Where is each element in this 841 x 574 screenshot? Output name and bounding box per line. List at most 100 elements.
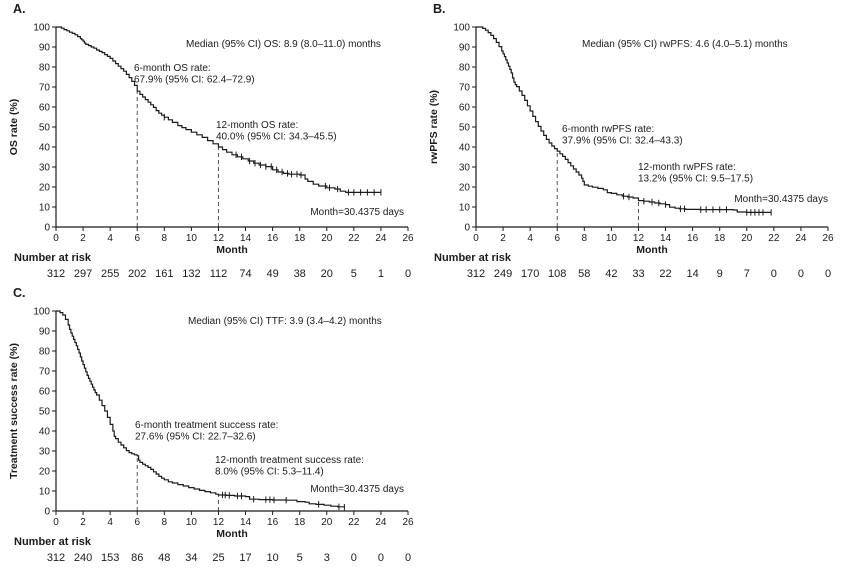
annotations: Median (95% CI) rwPFS: 4.6 (4.0–5.1) mon… — [562, 39, 828, 205]
x-axis-title: Month — [636, 244, 668, 256]
y-tick-label: 50 — [459, 123, 471, 134]
x-axis-title: Month — [216, 244, 248, 256]
y-tick-label: 60 — [459, 103, 471, 114]
x-tick-label: 14 — [660, 233, 672, 244]
x-tick-label: 12 — [213, 233, 225, 244]
risk-count: 0 — [378, 552, 384, 564]
risk-count: 240 — [74, 552, 92, 564]
annotation: 67.9% (95% CI: 62.4–72.9) — [134, 75, 255, 86]
x-tick-label: 26 — [822, 233, 834, 244]
annotation: 37.9% (95% CI: 32.4–43.3) — [562, 136, 683, 147]
x-tick-label: 24 — [795, 233, 807, 244]
risk-count: 22 — [659, 268, 671, 280]
risk-count: 5 — [297, 552, 303, 564]
x-tick-label: 8 — [162, 517, 168, 528]
x-tick-label: 20 — [321, 233, 333, 244]
risk-count: 170 — [521, 268, 539, 280]
risk-table: Number at risk 312 249 170 108 58 42 33 22 14 9 7 0 0… — [434, 252, 831, 280]
risk-count: 20 — [321, 268, 333, 280]
x-tick-label: 24 — [375, 517, 387, 528]
x-tick-label: 18 — [294, 233, 306, 244]
y-tick-label: 40 — [39, 143, 51, 154]
annotation: Month=30.4375 days — [310, 207, 404, 218]
panel-a: A. 0 10 20 30 40 50 60 70 80 90 100 0 2 4 6 8 10 12 14 16 18… — [0, 0, 420, 290]
reference-dashed-lines — [556, 151, 639, 227]
x-tick-label: 6 — [554, 233, 560, 244]
risk-count: 58 — [578, 268, 590, 280]
x-tick-label: 4 — [107, 517, 113, 528]
x-tick-label: 0 — [53, 517, 59, 528]
annotation: Month=30.4375 days — [734, 194, 828, 205]
risk-table-label: Number at risk — [434, 252, 512, 264]
y-tick-label: 60 — [39, 387, 51, 398]
y-tick-label: 40 — [459, 143, 471, 154]
x-tick-label: 12 — [213, 517, 225, 528]
y-tick-label: 100 — [453, 23, 470, 34]
y-tick-label: 20 — [459, 183, 471, 194]
y-tick-label: 30 — [39, 163, 51, 174]
x-tick-label: 8 — [162, 233, 168, 244]
reference-dashed-lines — [136, 455, 219, 511]
y-tick-label: 100 — [33, 307, 50, 318]
x-tick-label: 6 — [134, 517, 140, 528]
x-tick-label: 22 — [348, 517, 360, 528]
x-tick-label: 0 — [473, 233, 479, 244]
censor-marks — [163, 114, 382, 196]
risk-count: 312 — [467, 268, 485, 280]
risk-count: 74 — [239, 268, 251, 280]
y-axis-title: rwPFS rate (%) — [428, 90, 440, 164]
risk-count: 249 — [494, 268, 512, 280]
risk-count: 1 — [378, 268, 384, 280]
y-tick-label: 90 — [39, 327, 51, 338]
x-tick-label: 26 — [402, 517, 414, 528]
panel-b: B. 0 10 20 30 40 50 60 70 80 90 100 0 2 4 6 8 10 12 14 16 18… — [420, 0, 841, 290]
panel-a-label: A. — [13, 2, 26, 16]
x-tick-label: 6 — [134, 233, 140, 244]
x-tick-label: 16 — [687, 233, 699, 244]
x-tick-label: 26 — [402, 233, 414, 244]
risk-table-label: Number at risk — [14, 252, 92, 264]
x-tick-label: 10 — [186, 233, 198, 244]
x-tick-label: 2 — [500, 233, 506, 244]
annotation: Month=30.4375 days — [310, 484, 404, 495]
y-tick-label: 80 — [39, 347, 51, 358]
y-tick-label: 40 — [39, 427, 51, 438]
risk-table: Number at risk 312 297 255 202 161 132 112 74 49 3… — [14, 252, 411, 280]
x-tick-label: 20 — [741, 233, 753, 244]
y-tick-label: 90 — [459, 43, 471, 54]
x-tick-label: 18 — [714, 233, 726, 244]
y-tick-label: 0 — [44, 223, 50, 234]
x-tick-label: 12 — [633, 233, 645, 244]
y-axis-title: OS rate (%) — [8, 99, 20, 156]
y-tick-label: 30 — [459, 163, 471, 174]
annotation: 12-month OS rate: — [216, 120, 298, 131]
annotation: 6-month OS rate: — [134, 63, 211, 74]
risk-count: 0 — [405, 552, 411, 564]
annotations: Median (95% CI) OS: 8.9 (8.0–11.0) month… — [134, 39, 404, 218]
risk-count: 48 — [158, 552, 170, 564]
y-tick-label: 10 — [39, 203, 51, 214]
risk-count: 34 — [185, 552, 197, 564]
risk-count: 108 — [548, 268, 566, 280]
x-tick-label: 16 — [267, 517, 279, 528]
risk-count: 9 — [717, 268, 723, 280]
risk-count: 112 — [210, 268, 228, 280]
risk-count: 42 — [605, 268, 617, 280]
x-tick-label: 2 — [80, 517, 86, 528]
risk-count: 312 — [47, 268, 65, 280]
x-tick-label: 14 — [240, 233, 252, 244]
annotation: 8.0% (95% CI: 5.3–11.4) — [215, 467, 324, 478]
risk-table: Number at risk 312 240 153 86 48 34 25 17 10 5 3 0 0 0 — [14, 536, 411, 564]
y-tick-label: 20 — [39, 467, 51, 478]
risk-count: 202 — [128, 268, 146, 280]
annotations: Median (95% CI) TTF: 3.9 (3.4–4.2) month… — [135, 316, 404, 495]
panel-c: C. 0 10 20 30 40 50 60 70 80 90 100 0 2 4 6 8 10 12 14 16 18… — [0, 284, 420, 574]
risk-count: 132 — [182, 268, 200, 280]
annotation: 12-month rwPFS rate: — [638, 162, 736, 173]
risk-count: 7 — [744, 268, 750, 280]
